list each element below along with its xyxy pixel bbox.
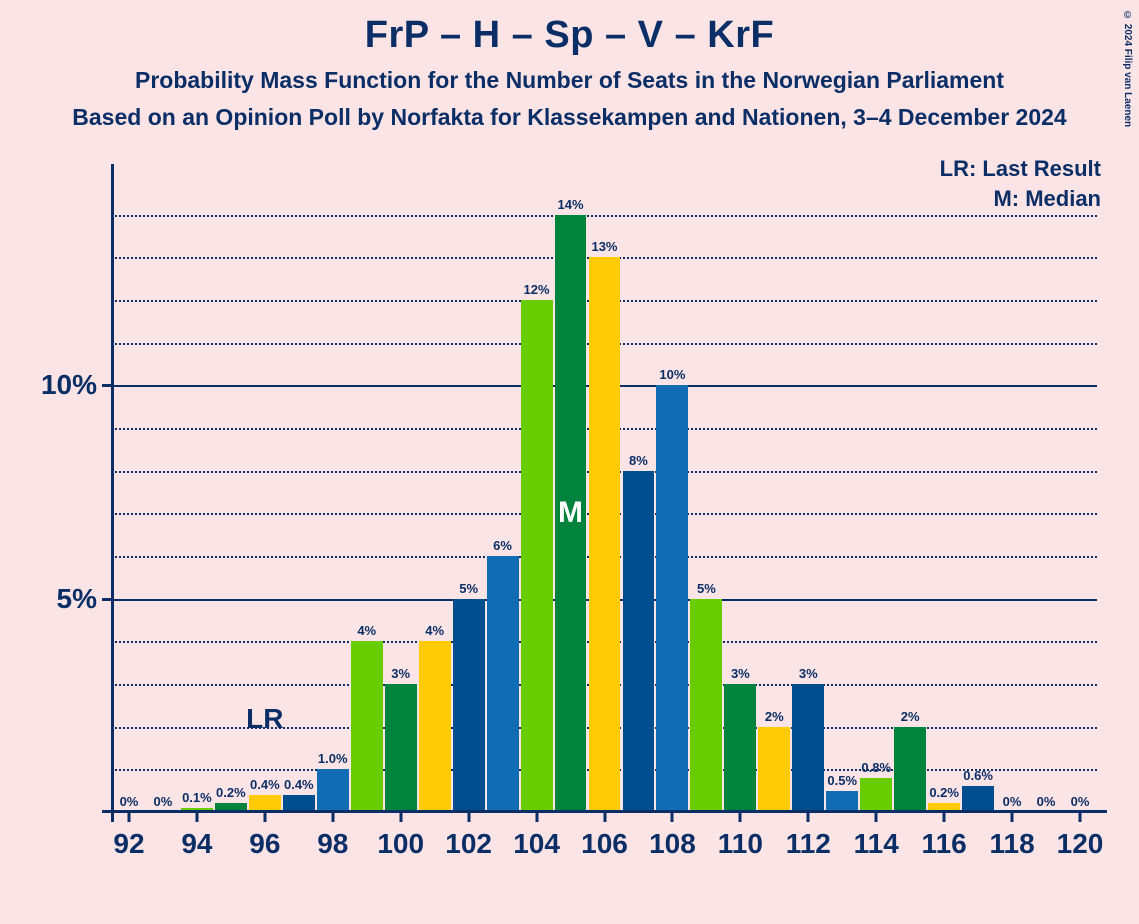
x-tick-mark <box>875 812 878 822</box>
bar-value-label: 0.4% <box>250 777 280 792</box>
median-marker: M <box>558 496 583 530</box>
x-tick-label: 120 <box>1057 828 1104 860</box>
x-tick-mark <box>807 812 810 822</box>
bar-value-label: 0% <box>1071 794 1090 809</box>
x-tick-mark <box>535 812 538 822</box>
bar-value-label: 0.1% <box>182 790 212 805</box>
bar-value-label: 13% <box>591 239 617 254</box>
bar: 0.8% <box>860 778 892 812</box>
lr-marker: LR <box>246 703 283 735</box>
bar-value-label: 2% <box>901 709 920 724</box>
x-tick-mark <box>603 812 606 822</box>
x-tick-mark <box>1011 812 1014 822</box>
x-tick-label: 94 <box>181 828 212 860</box>
bar-value-label: 8% <box>629 453 648 468</box>
x-tick-label: 108 <box>649 828 696 860</box>
bar-value-label: 3% <box>391 666 410 681</box>
bar-value-label: 10% <box>659 367 685 382</box>
x-tick-mark <box>467 812 470 822</box>
bar-value-label: 0.2% <box>216 785 246 800</box>
x-tick-label: 92 <box>113 828 144 860</box>
bar: 8% <box>623 471 655 812</box>
bar-value-label: 4% <box>357 623 376 638</box>
bar-value-label: 0.2% <box>929 785 959 800</box>
x-tick-label: 100 <box>377 828 424 860</box>
x-tick-label: 96 <box>249 828 280 860</box>
chart-subtitle-1: Probability Mass Function for the Number… <box>0 67 1139 94</box>
chart-title: FrP – H – Sp – V – KrF <box>0 0 1139 57</box>
bar-value-label: 4% <box>425 623 444 638</box>
bar: 2% <box>758 727 790 812</box>
x-tick-mark <box>943 812 946 822</box>
bar: 1.0% <box>317 769 349 812</box>
bar-value-label: 12% <box>524 282 550 297</box>
bar-value-label: 0% <box>1037 794 1056 809</box>
x-tick-mark <box>399 812 402 822</box>
x-tick-mark <box>739 812 742 822</box>
gridline-minor <box>112 215 1097 217</box>
y-tick-label: 10% <box>41 369 97 401</box>
bar: 5% <box>453 599 485 812</box>
x-tick-label: 118 <box>989 828 1034 860</box>
bar-value-label: 3% <box>731 666 750 681</box>
bar: 6% <box>487 556 519 812</box>
bar-value-label: 5% <box>459 581 478 596</box>
bar: 5% <box>690 599 722 812</box>
x-tick-label: 98 <box>317 828 348 860</box>
x-tick-mark <box>1079 812 1082 822</box>
y-tick-label: 5% <box>57 583 97 615</box>
bar-value-label: 0.4% <box>284 777 314 792</box>
bar: 4% <box>419 641 451 812</box>
x-tick-label: 110 <box>718 828 763 860</box>
x-tick-mark <box>331 812 334 822</box>
x-tick-label: 102 <box>445 828 492 860</box>
bar-value-label: 0.8% <box>861 760 891 775</box>
copyright-text: © 2024 Filip van Laenen <box>1122 10 1133 127</box>
bar-value-label: 5% <box>697 581 716 596</box>
bar-value-label: 6% <box>493 538 512 553</box>
x-tick-label: 106 <box>581 828 628 860</box>
bar-value-label: 0.5% <box>827 773 857 788</box>
bar: 13% <box>589 257 621 812</box>
x-tick-label: 114 <box>854 828 899 860</box>
bar: 2% <box>894 727 926 812</box>
x-tick-mark <box>127 812 130 822</box>
bar-value-label: 2% <box>765 709 784 724</box>
x-tick-mark <box>671 812 674 822</box>
bar: 0.6% <box>962 786 994 812</box>
bar-value-label: 0% <box>1003 794 1022 809</box>
bar: 14%M <box>555 215 587 812</box>
chart-subtitle-2: Based on an Opinion Poll by Norfakta for… <box>0 104 1139 131</box>
x-tick-label: 104 <box>513 828 560 860</box>
bar: 12% <box>521 300 553 812</box>
chart-plot-area: 5%10%0%0%0.1%0.2%0.4%0.4%1.0%4%3%4%5%6%1… <box>112 172 1097 812</box>
x-tick-label: 116 <box>922 828 967 860</box>
bar: 10% <box>656 385 688 812</box>
y-axis <box>111 164 114 822</box>
bar-value-label: 0% <box>154 794 173 809</box>
x-tick-mark <box>263 812 266 822</box>
bar-value-label: 1.0% <box>318 751 348 766</box>
bar: 4% <box>351 641 383 812</box>
bar-value-label: 14% <box>558 197 584 212</box>
x-tick-label: 112 <box>786 828 831 860</box>
x-tick-mark <box>195 812 198 822</box>
bar-value-label: 3% <box>799 666 818 681</box>
bar: 3% <box>385 684 417 812</box>
bar: 3% <box>724 684 756 812</box>
bar-value-label: 0.6% <box>963 768 993 783</box>
bar-value-label: 0% <box>120 794 139 809</box>
x-axis <box>102 810 1107 813</box>
bar: 0.5% <box>826 791 858 812</box>
bar: 3% <box>792 684 824 812</box>
